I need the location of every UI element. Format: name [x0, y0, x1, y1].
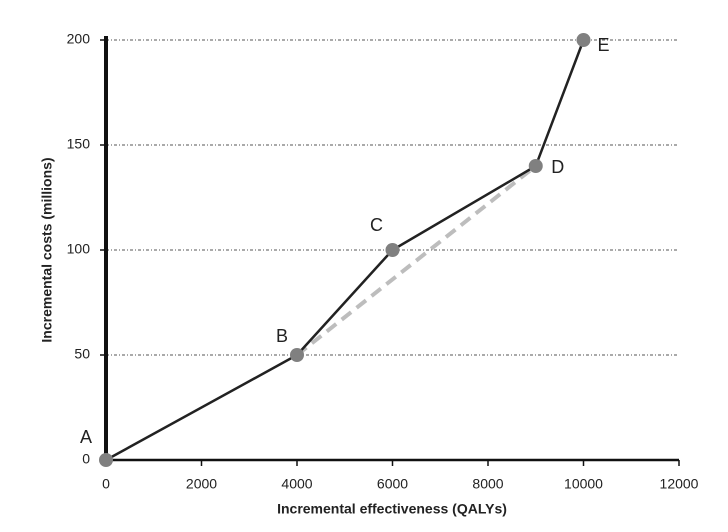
dashed-line	[295, 164, 537, 357]
y-tick-label: 100	[67, 241, 91, 257]
x-tick-label: 6000	[377, 476, 408, 492]
x-tick-label: 2000	[186, 476, 217, 492]
y-tick-label: 150	[67, 136, 91, 152]
point	[528, 159, 543, 173]
point-label: C	[370, 215, 383, 235]
x-axis-title: Incremental effectiveness (QALYs)	[277, 501, 507, 517]
point	[576, 33, 591, 47]
y-tick-label: 200	[67, 31, 91, 47]
x-tick-label: 10000	[564, 476, 603, 492]
point-label: B	[276, 326, 288, 346]
point-label: E	[597, 35, 609, 55]
y-tick-label: 0	[82, 451, 90, 467]
point-label: D	[551, 157, 564, 177]
point	[385, 243, 400, 257]
x-tick-label: 0	[102, 476, 110, 492]
y-axis-title: Incremental costs (millions)	[39, 157, 55, 342]
point	[99, 453, 113, 467]
x-tick-label: 8000	[472, 476, 503, 492]
x-tick-label: 4000	[281, 476, 312, 492]
point-label: A	[80, 427, 92, 447]
point	[290, 348, 304, 362]
x-tick-label: 12000	[660, 476, 699, 492]
y-tick-label: 50	[74, 346, 90, 362]
